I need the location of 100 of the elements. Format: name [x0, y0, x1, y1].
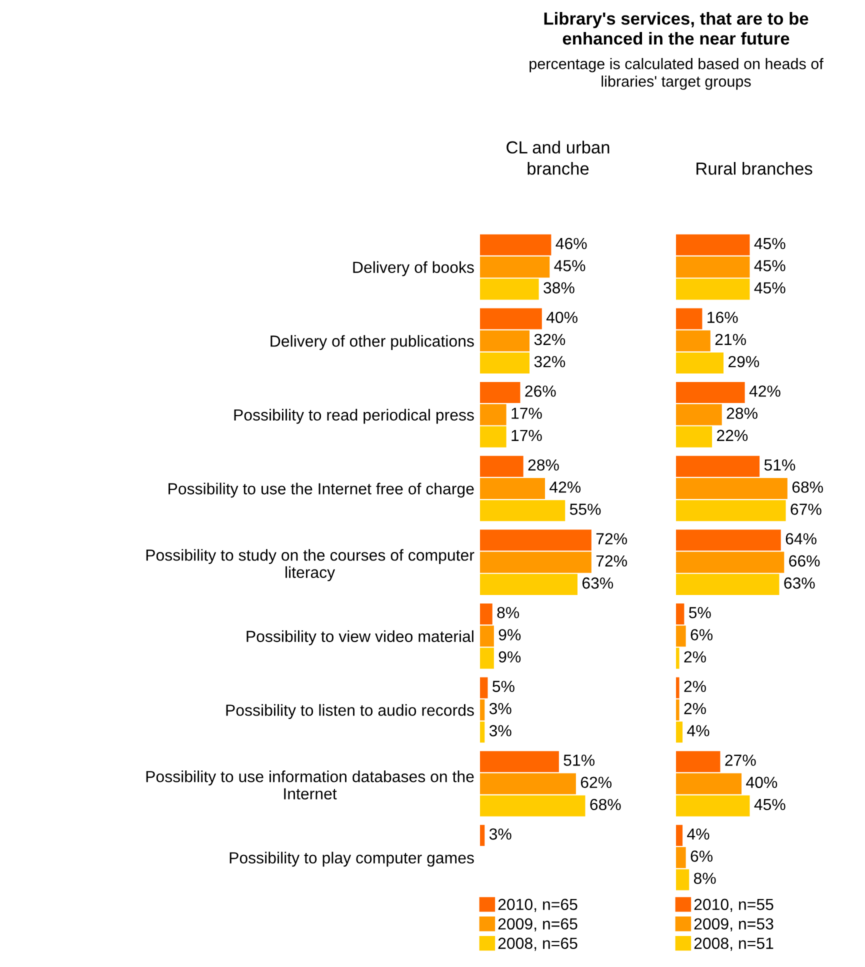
data-label: 68% — [590, 798, 621, 810]
data-label: 27% — [725, 754, 756, 766]
bar — [480, 699, 485, 720]
data-label: 46% — [556, 238, 587, 250]
data-label: 17% — [512, 408, 542, 419]
bar — [480, 677, 488, 698]
text: 2008, n=51 — [694, 938, 774, 951]
bar — [676, 256, 750, 278]
bar — [676, 234, 750, 256]
data-label: 5% — [492, 680, 514, 692]
y-tick-label: Possibility to read periodical press — [234, 408, 474, 424]
bar — [676, 626, 686, 647]
bar — [480, 352, 530, 374]
data-label: 72% — [596, 555, 627, 567]
chart-title: Rural branches — [696, 162, 812, 175]
data-label: 45% — [754, 798, 786, 810]
data-label: 28% — [528, 459, 559, 471]
legend-label: 2008, n=65 — [498, 938, 578, 951]
bar — [676, 699, 680, 720]
bar — [676, 404, 722, 426]
data-label: 3% — [489, 725, 512, 736]
data-label: 29% — [728, 356, 760, 368]
data-label: 38% — [544, 282, 574, 294]
y-tick-label: Possibility to use the Internet free of charge — [168, 482, 474, 498]
bar — [480, 234, 552, 256]
legend-label: 2009, n=65 — [498, 918, 578, 932]
bar — [480, 626, 494, 647]
data-label: 5% — [689, 607, 711, 618]
data-label: 2% — [684, 680, 706, 692]
bar — [480, 478, 545, 500]
data-label: 45% — [554, 260, 586, 272]
data-label: 3% — [489, 828, 512, 840]
data-label: 42% — [749, 386, 780, 397]
bar — [480, 552, 592, 573]
data-label: 26% — [525, 386, 556, 397]
bar — [676, 478, 788, 500]
chart-title: CL and urban branche — [506, 140, 610, 175]
data-label: 62% — [580, 776, 612, 788]
bar — [480, 795, 586, 816]
bar — [480, 751, 559, 772]
data-label: 2% — [684, 702, 706, 714]
bar — [676, 456, 760, 477]
bar — [480, 256, 550, 278]
data-label: 9% — [498, 651, 521, 663]
data-label: 32% — [534, 356, 566, 368]
bar — [676, 500, 786, 522]
data-label: 45% — [754, 260, 786, 272]
data-label: 40% — [746, 776, 778, 788]
data-label: 51% — [764, 459, 796, 471]
bar — [676, 330, 710, 352]
data-label: 4% — [687, 725, 710, 736]
bar — [480, 404, 506, 426]
bar — [676, 603, 684, 624]
bar — [676, 426, 712, 448]
data-label: 63% — [784, 577, 815, 589]
y-tick-label: Delivery of books — [353, 261, 474, 276]
text: 2009, n=53 — [694, 918, 774, 932]
text: 2010, n=55 — [694, 898, 774, 912]
bar — [480, 426, 506, 448]
bar — [480, 330, 530, 352]
bar — [480, 530, 592, 551]
bar — [480, 278, 539, 300]
data-label: 55% — [570, 504, 601, 515]
bar — [676, 824, 683, 846]
bar — [676, 352, 724, 374]
y-tick-label: Possibility to study on the courses of computer literacy — [146, 549, 474, 582]
bar — [676, 773, 742, 794]
text: percentage is calculated based on heads of libraries' target groups — [530, 58, 824, 90]
bar — [480, 648, 494, 669]
bar — [676, 795, 750, 816]
bar — [676, 722, 683, 743]
bar — [676, 869, 690, 890]
data-label: 45% — [754, 282, 786, 294]
data-label: 9% — [498, 629, 521, 640]
y-tick-label: Possibility to play computer games — [230, 852, 474, 867]
data-label: 8% — [497, 606, 520, 618]
bar — [480, 500, 566, 522]
bar — [480, 722, 485, 743]
y-tick-label: Possibility to use information databases on the Internet — [146, 770, 474, 800]
bar — [480, 824, 485, 846]
y-tick-label: Possibility to listen to audio records — [226, 704, 474, 720]
data-label: 72% — [596, 533, 627, 544]
data-label: 66% — [789, 555, 820, 567]
data-label: 51% — [564, 754, 594, 766]
bar — [676, 648, 680, 669]
bar — [676, 677, 680, 698]
bar — [676, 308, 702, 330]
bar — [676, 574, 780, 595]
bar — [480, 773, 576, 794]
y-tick-label: Delivery of other publications — [270, 335, 474, 350]
data-label: 6% — [690, 850, 713, 862]
data-label: 6% — [690, 629, 713, 640]
bar — [676, 751, 720, 772]
data-label: 22% — [717, 430, 748, 442]
data-label: 67% — [790, 504, 822, 515]
data-label: 68% — [792, 481, 823, 493]
data-label: 40% — [546, 312, 578, 324]
text: Library's services, that are to be enhanced in the near future — [544, 12, 808, 45]
data-label: 4% — [687, 828, 710, 840]
bar — [676, 552, 784, 573]
